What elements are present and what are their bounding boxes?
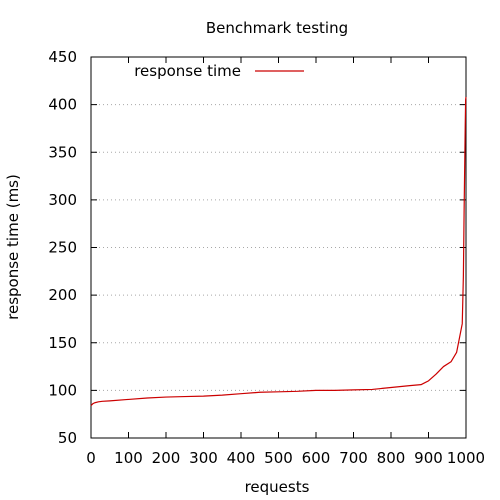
x-tick-label: 0 — [86, 449, 96, 467]
y-tick-label: 450 — [48, 48, 77, 66]
x-axis-title: requests — [245, 478, 310, 496]
x-tick-label: 200 — [152, 449, 181, 467]
y-tick-label: 250 — [48, 239, 77, 257]
grid-lines — [91, 104, 466, 391]
y-tick-label: 100 — [48, 381, 77, 399]
y-axis-title: response time (ms) — [4, 174, 22, 320]
axis-ticks: 50 100 150 200 250 300 350 400 450 0 100 200 300 400 5… — [48, 48, 485, 467]
x-tick-label: 800 — [377, 449, 406, 467]
y-tick-label: 300 — [48, 191, 77, 209]
series-line-response-time — [90, 96, 467, 407]
x-tick-label: 900 — [414, 449, 443, 467]
legend: response time — [134, 62, 304, 80]
x-tick-label: 100 — [114, 449, 143, 467]
x-tick-label: 500 — [264, 449, 293, 467]
y-tick-label: 50 — [58, 429, 77, 447]
x-tick-label: 1000 — [447, 449, 485, 467]
x-tick-label: 600 — [302, 449, 331, 467]
series-layer — [90, 96, 467, 407]
y-tick-label: 200 — [48, 286, 77, 304]
x-tick-label: 700 — [339, 449, 368, 467]
x-tick-label: 300 — [189, 449, 218, 467]
y-tick-label: 400 — [48, 96, 77, 114]
y-tick-label: 150 — [48, 334, 77, 352]
chart-title: Benchmark testing — [206, 19, 348, 37]
x-tick-label: 400 — [227, 449, 256, 467]
y-tick-label: 350 — [48, 143, 77, 161]
legend-label: response time — [134, 62, 241, 80]
